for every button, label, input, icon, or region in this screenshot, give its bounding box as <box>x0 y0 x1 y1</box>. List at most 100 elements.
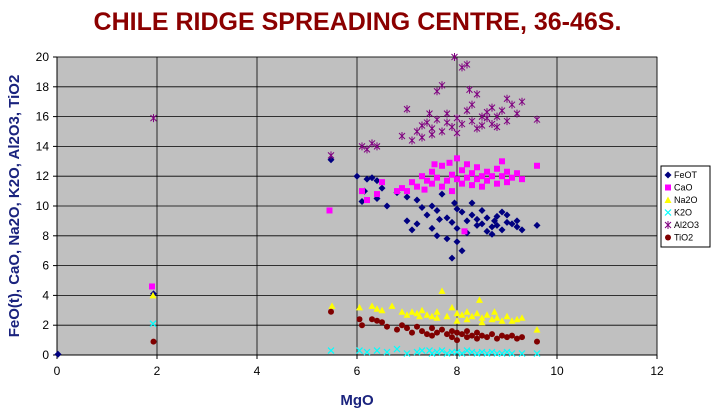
point-al2o3 <box>498 106 506 115</box>
point-feot <box>413 220 421 228</box>
point-feot <box>433 206 441 214</box>
point-k2o <box>426 347 433 354</box>
point-tio2 <box>356 316 363 323</box>
point-feot <box>478 220 486 228</box>
point-na2o <box>473 309 481 317</box>
point-al2o3 <box>503 117 511 126</box>
point-feot <box>433 232 441 240</box>
point-na2o <box>433 308 441 315</box>
point-feot <box>353 172 361 180</box>
point-cao <box>419 173 425 180</box>
point-k2o <box>448 348 456 356</box>
y-tick-label: 6 <box>42 259 49 273</box>
point-cao <box>504 179 510 186</box>
point-tio2 <box>424 331 430 338</box>
point-cao <box>429 168 435 175</box>
point-k2o <box>488 348 496 356</box>
point-tio2 <box>359 322 365 329</box>
point-al2o3 <box>398 131 406 140</box>
point-cao <box>421 186 428 193</box>
point-k2o <box>373 347 381 354</box>
point-na2o <box>356 303 363 311</box>
point-cao <box>514 170 520 177</box>
point-cao <box>489 173 495 180</box>
point-al2o3 <box>438 81 446 90</box>
point-na2o <box>403 311 411 318</box>
point-cao <box>446 159 453 166</box>
point-tio2 <box>384 323 390 330</box>
point-na2o <box>368 302 376 309</box>
point-tio2 <box>469 332 475 339</box>
point-al2o3 <box>473 124 481 133</box>
point-cao <box>429 180 435 187</box>
point-k2o <box>413 348 421 356</box>
legend-item: CaO <box>665 183 693 193</box>
series-al2o3 <box>150 53 541 160</box>
point-al2o3 <box>453 128 461 137</box>
point-cao <box>474 176 480 183</box>
point-feot <box>483 214 491 222</box>
point-cao <box>519 176 525 183</box>
point-al2o3 <box>443 109 451 118</box>
legend-item: K2O <box>664 208 692 218</box>
point-tio2 <box>328 308 334 315</box>
legend-marker <box>665 184 671 191</box>
y-axis-title: FeO(t), CaO, Na2O, K2O, Al2O3, TiO2 <box>6 75 23 338</box>
point-cao <box>439 162 445 169</box>
x-tick-label: 4 <box>254 364 261 378</box>
point-feot <box>503 218 511 226</box>
point-feot <box>443 214 451 222</box>
point-feot <box>423 211 431 219</box>
point-feot <box>498 226 506 234</box>
point-feot <box>518 226 526 234</box>
point-na2o <box>476 296 483 303</box>
point-k2o <box>363 348 371 356</box>
point-na2o <box>388 302 396 309</box>
point-al2o3 <box>363 145 371 154</box>
point-feot <box>448 254 456 262</box>
point-cao <box>149 283 155 290</box>
point-tio2 <box>374 317 380 324</box>
point-cao <box>444 177 450 184</box>
point-cao <box>459 167 465 174</box>
point-na2o <box>448 303 456 311</box>
point-al2o3 <box>368 139 376 148</box>
point-tio2 <box>454 329 460 336</box>
point-tio2 <box>489 331 495 338</box>
point-tio2 <box>434 329 440 336</box>
point-feot <box>498 208 506 216</box>
point-al2o3 <box>468 117 476 126</box>
point-cao <box>479 173 485 180</box>
series-feot <box>54 156 541 358</box>
point-cao <box>464 174 470 181</box>
point-tio2 <box>534 338 540 345</box>
legend-item: Na2O <box>664 195 698 205</box>
point-al2o3 <box>493 123 501 132</box>
point-cao <box>469 170 475 177</box>
point-na2o <box>328 302 336 309</box>
legend-item: FeOT <box>664 170 698 180</box>
point-cao <box>469 182 475 189</box>
point-feot <box>473 221 481 229</box>
point-al2o3 <box>478 121 486 130</box>
point-feot <box>436 215 443 223</box>
point-al2o3 <box>403 105 411 114</box>
point-feot <box>413 196 421 204</box>
point-tio2 <box>474 335 480 342</box>
legend-marker <box>664 196 672 203</box>
point-al2o3 <box>150 114 157 123</box>
point-feot <box>453 205 461 213</box>
point-cao <box>509 174 515 181</box>
point-cao <box>464 161 470 168</box>
point-cao <box>534 162 540 169</box>
point-tio2 <box>514 335 520 342</box>
point-na2o <box>453 317 461 324</box>
point-na2o <box>463 308 471 315</box>
point-feot <box>453 224 461 232</box>
point-tio2 <box>444 331 450 338</box>
point-feot <box>428 202 436 210</box>
point-cao <box>399 185 405 192</box>
point-feot <box>428 224 436 232</box>
x-tick-label: 8 <box>454 364 461 378</box>
point-feot <box>533 221 541 229</box>
